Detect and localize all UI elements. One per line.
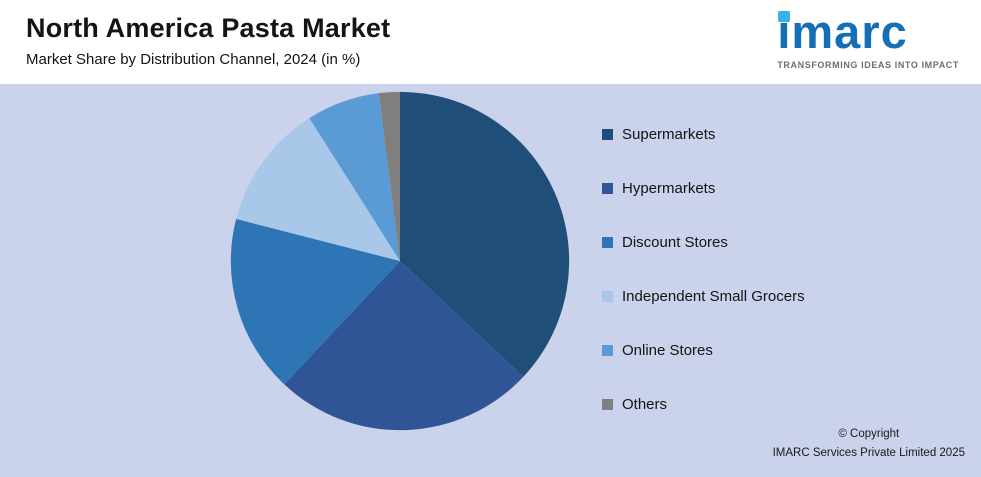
- legend-label-supermarkets: Supermarkets: [622, 126, 716, 143]
- imarc-logo-wordmark: imarc: [777, 5, 908, 58]
- legend-item-hypermarkets: Hypermarkets: [602, 178, 805, 199]
- legend: Supermarkets Hypermarkets Discount Stores I…: [602, 124, 805, 415]
- legend-swatch-discount-stores: [602, 237, 613, 248]
- imarc-logo-text: imarc: [777, 8, 907, 55]
- legend-item-online-stores: Online Stores: [602, 340, 805, 361]
- pie-slice-independent-small-grocers: [236, 118, 400, 261]
- copyright-line2: IMARC Services Private Limited 2025: [772, 447, 965, 460]
- legend-swatch-independent-small-grocers: [602, 291, 613, 302]
- page-subtitle: Market Share by Distribution Channel, 20…: [26, 51, 361, 68]
- pie-slice-online-stores: [309, 93, 400, 261]
- copyright-line1: © Copyright: [838, 427, 900, 440]
- legend-item-independent-small-grocers: Independent Small Grocers: [602, 286, 805, 307]
- imarc-logo-tagline: TRANSFORMING IDEAS INTO IMPACT: [777, 60, 959, 70]
- legend-label-discount-stores: Discount Stores: [622, 234, 728, 251]
- imarc-logo: imarc TRANSFORMING IDEAS INTO IMPACT: [777, 0, 981, 84]
- legend-swatch-hypermarkets: [602, 183, 613, 194]
- pie-slice-discount-stores: [230, 218, 400, 385]
- legend-swatch-supermarkets: [602, 129, 613, 140]
- pie-slice-supermarkets: [400, 91, 570, 377]
- pie-chart: [230, 91, 570, 431]
- title-block: North America Pasta Market Market Share …: [0, 0, 390, 84]
- imarc-logo-dot-icon: [778, 11, 791, 22]
- legend-item-supermarkets: Supermarkets: [602, 124, 805, 145]
- copyright: © Copyright IMARC Services Private Limit…: [773, 425, 965, 464]
- legend-label-hypermarkets: Hypermarkets: [622, 180, 716, 197]
- legend-item-others: Others: [602, 394, 805, 415]
- page-title: North America Pasta Market: [26, 13, 391, 43]
- legend-label-independent-small-grocers: Independent Small Grocers: [622, 288, 805, 305]
- legend-swatch-online-stores: [602, 345, 613, 356]
- pie-chart-container: [227, 88, 573, 439]
- legend-swatch-others: [602, 399, 613, 410]
- header: North America Pasta Market Market Share …: [0, 0, 981, 84]
- legend-label-others: Others: [622, 396, 668, 413]
- pie-slice-others: [378, 91, 400, 261]
- legend-label-online-stores: Online Stores: [622, 342, 713, 359]
- legend-item-discount-stores: Discount Stores: [602, 232, 805, 253]
- pie-slice-hypermarkets: [284, 261, 524, 431]
